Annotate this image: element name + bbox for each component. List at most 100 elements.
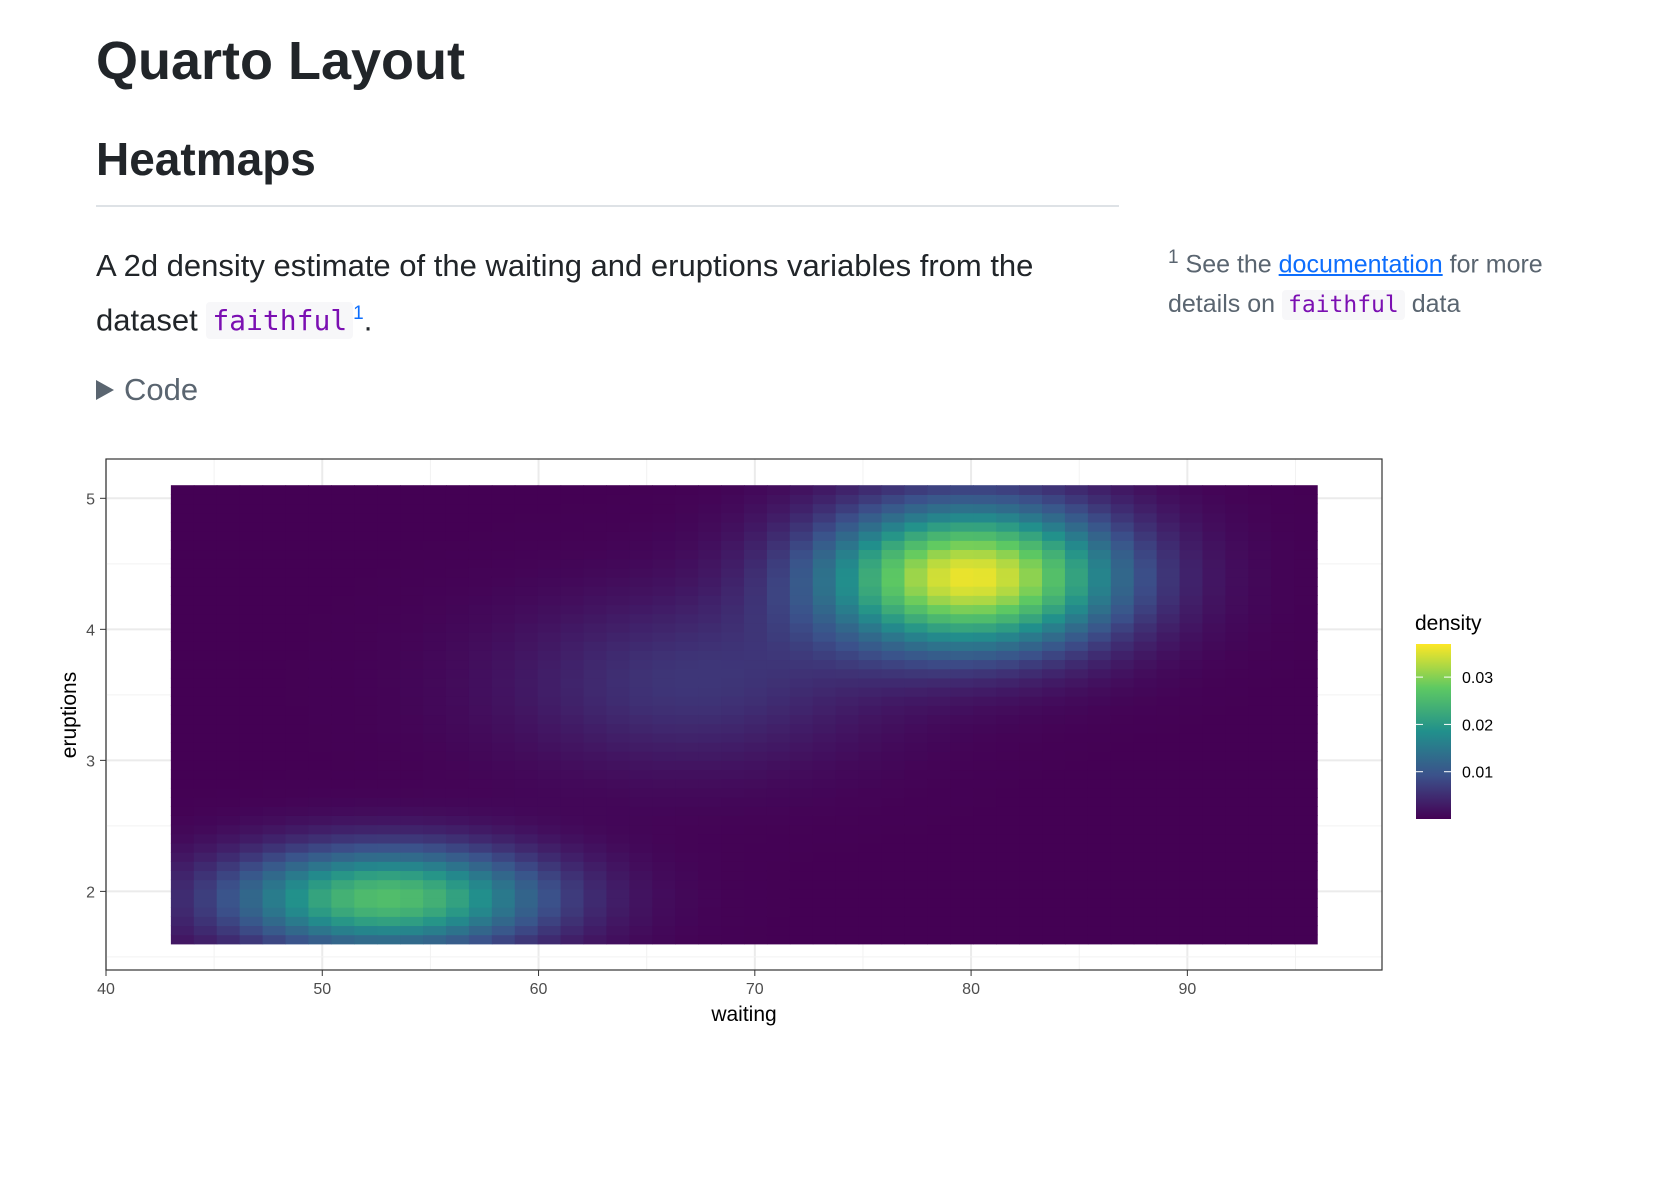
heat-cell: [354, 531, 378, 541]
heat-cell: [400, 916, 424, 927]
heat-cell: [927, 521, 951, 532]
heat-cell: [537, 907, 562, 917]
heat-cell: [858, 595, 883, 606]
heat-cell: [400, 751, 424, 761]
heat-cell: [491, 686, 516, 697]
heat-cell: [170, 714, 195, 725]
heat-cell: [583, 521, 608, 532]
footnote-ref[interactable]: 1: [353, 303, 364, 324]
documentation-link[interactable]: documentation: [1278, 250, 1443, 279]
heat-cell: [766, 549, 791, 560]
heat-cell: [1202, 485, 1227, 495]
legend-tick-label: 0.01: [1462, 765, 1493, 782]
heat-cell: [1087, 659, 1112, 670]
heat-cell: [766, 842, 791, 853]
heat-cell: [1133, 650, 1158, 661]
heat-cell: [835, 512, 860, 523]
heat-cell: [1156, 631, 1181, 642]
heat-cell: [1248, 576, 1272, 587]
heat-cell: [1019, 641, 1043, 651]
heat-cell: [1110, 558, 1135, 569]
heat-cell: [285, 622, 310, 633]
heat-cell: [629, 549, 653, 560]
heat-cell: [1294, 650, 1318, 661]
heat-cell: [1271, 925, 1295, 936]
heat-cell: [1294, 723, 1318, 734]
heat-cell: [468, 787, 493, 798]
heat-cell: [400, 870, 424, 881]
heat-cell: [1156, 897, 1181, 908]
heat-cell: [331, 806, 355, 816]
heat-cell: [835, 833, 860, 844]
heat-cell: [445, 650, 470, 661]
heat-cell: [789, 521, 814, 532]
heat-cell: [285, 650, 310, 661]
heat-cell: [858, 631, 883, 642]
heat-cell: [170, 751, 195, 761]
heat-cell: [583, 888, 608, 899]
heat-cell: [721, 897, 745, 908]
heat-cell: [904, 558, 928, 569]
heat-cell: [423, 650, 447, 661]
heat-cell: [1202, 549, 1227, 560]
heat-cell: [904, 732, 928, 743]
heat-cell: [285, 567, 310, 578]
heat-cell: [400, 576, 424, 587]
heat-cell: [812, 613, 837, 624]
heat-cell: [331, 512, 355, 523]
legend-colorbar: [1416, 644, 1451, 819]
heat-cell: [652, 742, 676, 752]
heat-cell: [858, 732, 883, 743]
heat-cell: [170, 769, 195, 780]
heat-cell: [170, 742, 195, 752]
heat-cell: [583, 558, 608, 569]
heat-cell: [1042, 512, 1066, 523]
heat-cell: [1248, 824, 1272, 835]
heat-cell: [858, 861, 883, 872]
heat-cell: [1133, 778, 1158, 789]
heat-cell: [973, 686, 997, 697]
heat-cell: [950, 494, 974, 505]
heat-cell: [858, 907, 883, 917]
heat-cell: [239, 888, 264, 899]
heat-cell: [950, 576, 974, 587]
heat-cell: [423, 852, 447, 862]
heat-cell: [629, 861, 653, 872]
heat-cell: [423, 531, 447, 541]
heat-cell: [1087, 641, 1112, 651]
heat-cell: [766, 769, 791, 780]
heat-cell: [262, 888, 287, 899]
heat-cell: [675, 824, 699, 835]
heat-cell: [560, 503, 585, 514]
heat-cell: [1271, 595, 1295, 606]
heat-cell: [1133, 916, 1158, 927]
heat-cell: [789, 907, 814, 917]
heat-cell: [1271, 852, 1295, 862]
heat-cell: [1294, 576, 1318, 587]
heat-cell: [629, 897, 653, 908]
heat-cell: [904, 916, 928, 927]
heat-cell: [445, 742, 470, 752]
heat-cell: [1156, 742, 1181, 752]
heat-cell: [858, 879, 883, 890]
heat-cell: [423, 778, 447, 789]
heat-cell: [1248, 650, 1272, 661]
heat-cell: [583, 668, 608, 679]
heat-cell: [652, 732, 676, 743]
heat-cell: [1225, 760, 1249, 771]
heat-cell: [445, 494, 470, 505]
heat-cell: [904, 897, 928, 908]
heat-cell: [354, 879, 378, 890]
heat-cell: [652, 622, 676, 633]
heat-cell: [606, 659, 630, 670]
heat-cell: [652, 613, 676, 624]
heat-cell: [996, 650, 1020, 661]
heat-cell: [1019, 742, 1043, 752]
heat-cell: [583, 732, 608, 743]
heat-cell: [170, 842, 195, 853]
heat-cell: [1156, 696, 1181, 706]
code-fold-toggle[interactable]: Code: [96, 372, 198, 408]
heat-cell: [1202, 916, 1227, 927]
heat-cell: [239, 668, 264, 679]
heat-cell: [812, 907, 837, 917]
